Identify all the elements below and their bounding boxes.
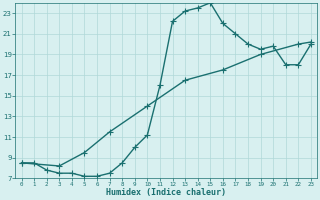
X-axis label: Humidex (Indice chaleur): Humidex (Indice chaleur) bbox=[106, 188, 226, 197]
